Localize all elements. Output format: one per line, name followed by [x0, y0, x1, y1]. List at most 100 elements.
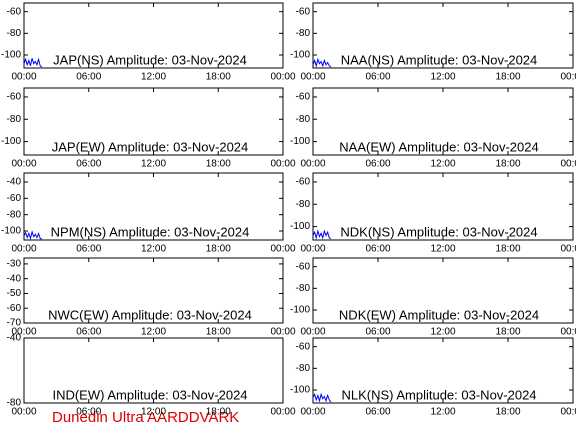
- y-tick-label: -40: [7, 273, 22, 284]
- y-tick-label: -80: [296, 199, 311, 210]
- y-tick-label: -100: [290, 221, 310, 232]
- y-tick-label: -80: [296, 283, 311, 294]
- x-tick-label: 00:00: [560, 159, 576, 170]
- footer: Dunedin Ultra AARDDVARK: [52, 409, 239, 426]
- x-tick-label: 00:00: [270, 159, 295, 170]
- y-tick-label: -40: [7, 333, 22, 344]
- chart-title: NPM(NS) Amplitude: 03-Nov-2024: [51, 224, 250, 239]
- y-tick-label: -60: [7, 303, 22, 314]
- plot-frame: [23, 87, 284, 156]
- x-tick-label: 12:00: [430, 244, 455, 255]
- y-tick-label: -70: [7, 318, 22, 329]
- y-tick-label: -30: [7, 259, 22, 270]
- chart-title: NDK(NS) Amplitude: 03-Nov-2024: [340, 224, 537, 239]
- x-tick-label: 18:00: [495, 72, 520, 83]
- x-tick-label: 00:00: [270, 72, 295, 83]
- y-tick-label: -60: [296, 92, 311, 103]
- plot-frame: [312, 2, 574, 69]
- x-tick-label: 00:00: [11, 159, 36, 170]
- chart-title: IND(EW) Amplitude: 03-Nov-2024: [52, 387, 247, 402]
- chart-title: NLK(NS) Amplitude: 03-Nov-2024: [341, 387, 536, 402]
- plot-frame: [23, 337, 284, 404]
- x-tick-label: 18:00: [495, 244, 520, 255]
- x-tick-label: 00:00: [560, 407, 576, 418]
- y-tick-label: -100: [290, 50, 310, 61]
- x-tick-label: 00:00: [560, 244, 576, 255]
- plot-frame: [23, 172, 284, 241]
- chart-title: NAA(EW) Amplitude: 03-Nov-2024: [339, 139, 538, 154]
- data-line: [312, 392, 332, 403]
- x-tick-label: 12:00: [141, 327, 166, 338]
- y-tick-label: -100: [290, 305, 310, 316]
- y-tick-label: -80: [7, 114, 22, 125]
- x-tick-label: 00:00: [300, 327, 325, 338]
- x-tick-label: 18:00: [206, 159, 231, 170]
- x-tick-label: 12:00: [430, 327, 455, 338]
- y-tick-label: -60: [296, 341, 311, 352]
- x-tick-label: 18:00: [495, 159, 520, 170]
- x-tick-label: 18:00: [206, 407, 231, 418]
- y-tick-label: -80: [7, 209, 22, 220]
- x-tick-label: 00:00: [300, 159, 325, 170]
- x-tick-label: 00:00: [11, 244, 36, 255]
- plot-frame: [23, 2, 284, 69]
- data-line: [23, 57, 43, 68]
- y-tick-label: -50: [7, 288, 22, 299]
- y-tick-label: -60: [7, 193, 22, 204]
- x-tick-label: 18:00: [495, 407, 520, 418]
- x-tick-label: 00:00: [300, 407, 325, 418]
- x-tick-label: 06:00: [365, 72, 390, 83]
- y-tick-label: -40: [7, 177, 22, 188]
- chart-title: JAP(NS) Amplitude: 03-Nov-2024: [53, 52, 247, 67]
- data-line: [312, 57, 332, 68]
- x-tick-label: 12:00: [430, 72, 455, 83]
- y-tick-label: -80: [296, 114, 311, 125]
- x-tick-label: 06:00: [76, 159, 101, 170]
- x-tick-label: 06:00: [365, 159, 390, 170]
- x-tick-label: 18:00: [206, 327, 231, 338]
- chart-title: NWC(EW) Amplitude: 03-Nov-2024: [48, 307, 252, 322]
- x-tick-label: 12:00: [141, 407, 166, 418]
- x-tick-label: 00:00: [300, 244, 325, 255]
- y-tick-label: -60: [7, 92, 22, 103]
- x-tick-label: 18:00: [495, 327, 520, 338]
- x-tick-label: 00:00: [270, 244, 295, 255]
- x-tick-label: 00:00: [270, 407, 295, 418]
- y-tick-label: -80: [7, 398, 22, 409]
- x-tick-label: 00:00: [560, 327, 576, 338]
- x-tick-label: 18:00: [206, 244, 231, 255]
- x-tick-label: 18:00: [206, 72, 231, 83]
- x-tick-label: 12:00: [430, 159, 455, 170]
- x-tick-label: 06:00: [365, 407, 390, 418]
- x-tick-label: 06:00: [365, 327, 390, 338]
- x-tick-label: 00:00: [560, 72, 576, 83]
- chart-title: NDK(EW) Amplitude: 03-Nov-2024: [339, 307, 539, 322]
- y-tick-label: -60: [7, 6, 22, 17]
- data-line: [23, 230, 43, 241]
- y-tick-label: -60: [296, 6, 311, 17]
- x-tick-label: 12:00: [141, 159, 166, 170]
- chart-title: NAA(NS) Amplitude: 03-Nov-2024: [341, 52, 538, 67]
- plot-frame: [312, 87, 574, 156]
- chart-title: JAP(EW) Amplitude: 03-Nov-2024: [52, 139, 249, 154]
- x-tick-label: 00:00: [11, 407, 36, 418]
- x-tick-label: 00:00: [11, 327, 36, 338]
- y-tick-label: -100: [290, 136, 310, 147]
- x-tick-label: 12:00: [141, 72, 166, 83]
- plot-frame: [312, 172, 574, 241]
- x-tick-label: 06:00: [365, 244, 390, 255]
- x-tick-label: 12:00: [430, 407, 455, 418]
- x-tick-label: 06:00: [76, 407, 101, 418]
- x-tick-label: 06:00: [76, 72, 101, 83]
- y-tick-label: -80: [296, 363, 311, 374]
- y-tick-label: -60: [296, 261, 311, 272]
- y-tick-label: -80: [296, 28, 311, 39]
- x-tick-label: 12:00: [141, 244, 166, 255]
- data-line: [312, 229, 332, 240]
- x-tick-label: 00:00: [300, 72, 325, 83]
- y-tick-label: -100: [1, 226, 21, 237]
- y-tick-label: -100: [1, 136, 21, 147]
- x-tick-label: 00:00: [270, 327, 295, 338]
- x-tick-label: 06:00: [76, 244, 101, 255]
